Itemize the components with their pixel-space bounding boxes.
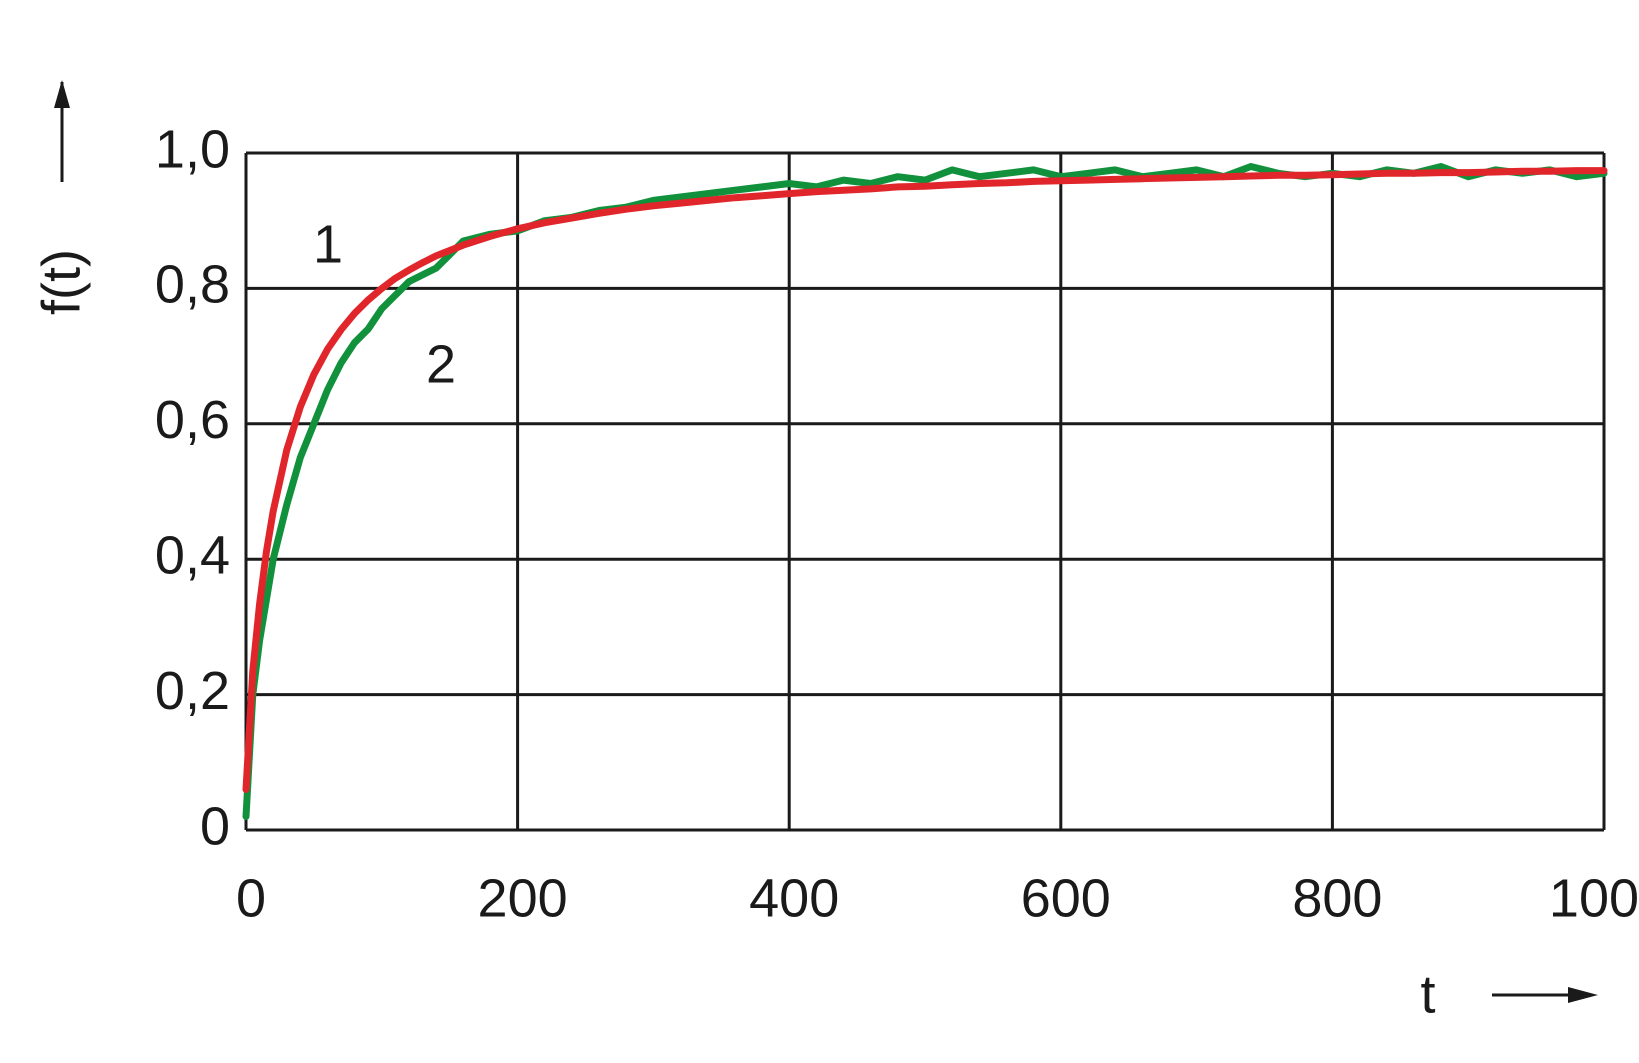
y-tick-label: 0,2 xyxy=(155,661,230,721)
y-tick-label: 0,4 xyxy=(155,525,230,585)
x-tick-label: 1000 xyxy=(1549,868,1639,928)
x-arrow-head xyxy=(1568,987,1598,1003)
x-tick-label: 0 xyxy=(236,868,266,928)
x-tick-label: 400 xyxy=(749,868,839,928)
y-tick-label: 1,0 xyxy=(155,119,230,179)
curve-label: 1 xyxy=(313,214,343,274)
y-axis-label: f(t) xyxy=(31,249,91,315)
y-tick-label: 0 xyxy=(200,796,230,856)
y-tick-label: 0,6 xyxy=(155,390,230,450)
data-line xyxy=(242,163,1608,820)
curve-label: 2 xyxy=(426,334,456,394)
x-tick-label: 200 xyxy=(478,868,568,928)
x-tick-label: 800 xyxy=(1292,868,1382,928)
data-line xyxy=(242,167,1608,793)
x-axis-label: t xyxy=(1420,964,1435,1024)
y-arrow-head xyxy=(54,80,70,108)
y-tick-label: 0,8 xyxy=(155,255,230,315)
x-tick-label: 600 xyxy=(1021,868,1111,928)
